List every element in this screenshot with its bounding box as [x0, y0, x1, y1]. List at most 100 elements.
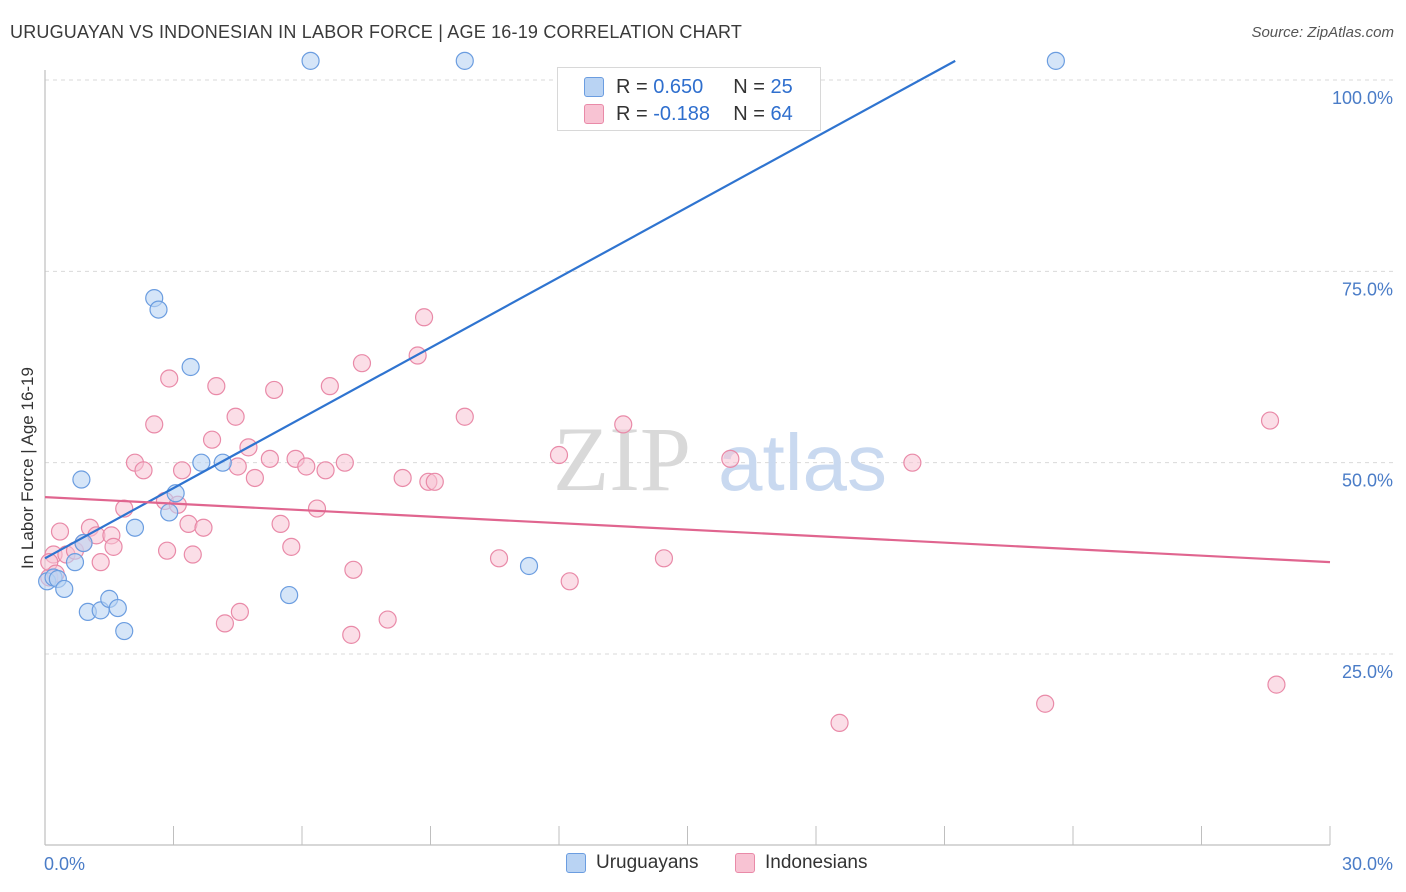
indonesians-point [50, 522, 70, 541]
uruguayans-point [149, 300, 168, 319]
indonesians-point [344, 560, 363, 579]
indonesians-point [1036, 694, 1055, 713]
uruguayans-points [38, 51, 1065, 641]
indonesians-point [903, 453, 922, 472]
indonesians-point [489, 549, 509, 568]
uruguayans-point [301, 51, 320, 70]
uruguayans-point [115, 621, 134, 641]
legend-item-uruguayans: Uruguayans [566, 852, 698, 874]
x-tick-labels: 0.0% 30.0% [44, 854, 1393, 874]
indonesians-point [91, 553, 110, 572]
uruguayans-point [1046, 51, 1065, 70]
uruguayans-point [55, 579, 74, 599]
uruguayans-point [192, 453, 211, 472]
indonesians-point [721, 449, 740, 468]
uruguayans-point [125, 518, 145, 537]
watermark: ZIP atlas [553, 408, 887, 510]
y-axis-label: In Labor Force | Age 16-19 [18, 367, 37, 569]
indonesians-point [1267, 675, 1286, 694]
y-tick-label: 25.0% [1342, 662, 1393, 682]
legend-r-value: -0.188 [653, 102, 710, 125]
indonesians-point [1260, 411, 1280, 430]
source-label: Source: ZipAtlas.com [1251, 24, 1394, 41]
indonesians-point [297, 457, 316, 476]
indonesians-point [245, 468, 264, 488]
correlation-legend: R = 0.650 N = 25 R = -0.188 N = 64 [557, 67, 821, 131]
watermark-atlas: atlas [718, 418, 887, 507]
indonesians-point [228, 457, 247, 476]
indonesians-point [425, 472, 444, 491]
uruguayans-point [108, 598, 127, 618]
indonesians-point [414, 308, 434, 327]
indonesians-trend-line [44, 496, 1331, 564]
indonesians-point [320, 377, 339, 396]
indonesians-point [316, 461, 335, 480]
uruguayans-point [181, 357, 200, 377]
indonesians-point [104, 537, 123, 556]
indonesians-point [335, 453, 354, 472]
uruguayans-point [455, 51, 474, 70]
y-tick-label: 100.0% [1332, 88, 1393, 108]
indonesians-point [202, 430, 222, 449]
uruguayans-point [72, 470, 91, 489]
uruguayans-point [519, 556, 539, 576]
indonesians-point [260, 449, 279, 468]
indonesians-point [282, 537, 301, 556]
legend-row-uruguayans: R = 0.650 N = 25 [558, 74, 793, 100]
y-tick-label: 75.0% [1342, 279, 1393, 299]
legend-swatch-uruguayans [584, 77, 604, 97]
indonesians-point [157, 541, 177, 560]
y-tick-label: 50.0% [1342, 471, 1393, 491]
indonesians-point [560, 572, 579, 591]
indonesians-point [160, 369, 179, 388]
indonesians-point [352, 354, 372, 373]
indonesians-point [194, 518, 213, 537]
legend-label-uruguayans: Uruguayans [596, 852, 699, 873]
legend-n-value: 25 [770, 75, 793, 98]
indonesians-point [172, 461, 192, 480]
indonesians-point [179, 514, 198, 533]
grid-lines [45, 79, 1393, 655]
legend-swatch-indonesians [584, 104, 604, 124]
axes [44, 70, 1331, 846]
indonesians-points [40, 308, 1286, 732]
indonesians-point [207, 377, 226, 396]
indonesians-point [183, 545, 202, 564]
indonesians-point [393, 468, 412, 488]
uruguayans-point [280, 585, 299, 605]
indonesians-point [455, 407, 474, 426]
legend-n-label: N = [733, 75, 765, 98]
indonesians-point [271, 514, 290, 533]
uruguayans-point [160, 503, 179, 522]
x-tick-label: 30.0% [1342, 854, 1393, 874]
y-tick-labels: 25.0% 50.0% 75.0% 100.0% [1332, 88, 1393, 682]
indonesians-point [307, 499, 327, 518]
legend-swatch-indonesians [735, 853, 755, 873]
trend-lines [44, 59, 1331, 564]
indonesians-point [614, 415, 633, 434]
indonesians-point [226, 407, 245, 426]
x-tick-label: 0.0% [44, 854, 85, 874]
indonesians-point [265, 380, 284, 400]
legend-r-label: R = [616, 75, 648, 98]
legend-item-indonesians: Indonesians [735, 852, 867, 874]
indonesians-point [134, 461, 153, 480]
indonesians-point [830, 713, 849, 732]
indonesians-point [654, 549, 674, 568]
series-legend: Uruguayans Indonesians [0, 852, 1406, 878]
indonesians-point [378, 610, 397, 629]
legend-label-indonesians: Indonesians [765, 852, 868, 873]
indonesians-point [342, 625, 361, 644]
indonesians-point [549, 445, 569, 465]
uruguayans-trend-line [44, 59, 956, 560]
indonesians-point [145, 415, 164, 434]
uruguayans-point [65, 553, 85, 572]
indonesians-point [215, 614, 234, 633]
legend-n-value: 64 [770, 102, 793, 125]
indonesians-point [230, 602, 249, 622]
legend-r-label: R = [616, 102, 648, 125]
chart-title: URUGUAYAN VS INDONESIAN IN LABOR FORCE |… [10, 22, 743, 42]
legend-r-value: 0.650 [653, 75, 704, 98]
legend-swatch-uruguayans [566, 853, 586, 873]
